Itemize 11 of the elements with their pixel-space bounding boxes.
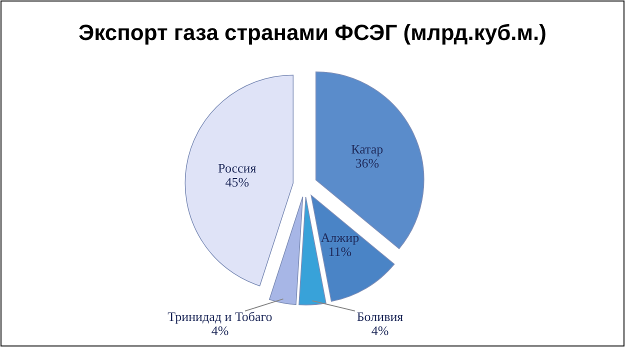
data-label: 11% [328,244,352,260]
data-label: 36% [355,156,380,171]
slice-label: Катар [351,142,384,157]
data-label: 45% [225,174,250,190]
data-label: 4% [211,323,229,338]
slice-label: Алжир [320,230,360,246]
slice-label: Боливия [356,309,404,324]
slice-label: Тринидад и Тобаго [168,309,272,324]
slice-label: Россия [218,160,256,176]
data-label: 4% [371,323,389,338]
chart-title: Экспорт газа странами ФСЭГ (млрд.куб.м.) [78,20,546,45]
